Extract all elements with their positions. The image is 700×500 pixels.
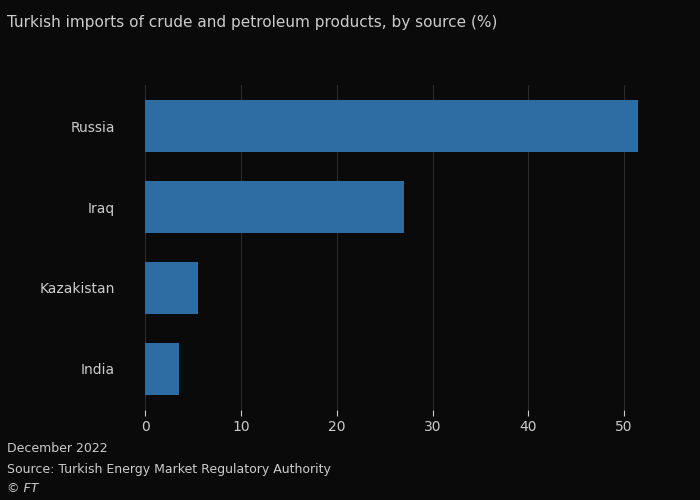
Bar [145,262,198,314]
Bar [145,100,638,152]
Text: © FT: © FT [7,482,38,496]
Text: Source: Turkish Energy Market Regulatory Authority: Source: Turkish Energy Market Regulatory… [7,462,331,475]
Bar [145,342,178,395]
Text: December 2022: December 2022 [7,442,108,456]
Text: Turkish imports of crude and petroleum products, by source (%): Turkish imports of crude and petroleum p… [7,15,498,30]
Bar [145,180,404,234]
